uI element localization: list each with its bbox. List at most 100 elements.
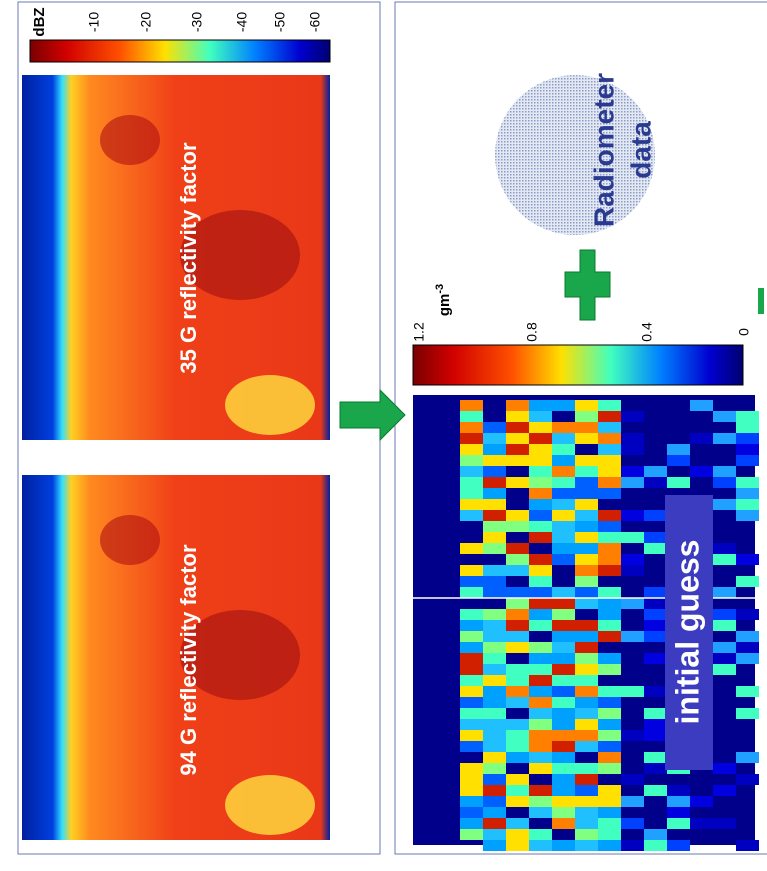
cell (506, 411, 529, 422)
cell (460, 664, 483, 675)
cell (598, 664, 621, 675)
cell (621, 631, 644, 642)
cell (529, 422, 552, 433)
map-94g (22, 475, 330, 840)
cell (529, 477, 552, 488)
cell (644, 752, 667, 763)
cell (598, 444, 621, 455)
cell (667, 796, 690, 807)
cell (483, 576, 506, 587)
cell (483, 840, 506, 851)
cell (552, 422, 575, 433)
cell (506, 741, 529, 752)
cell (506, 477, 529, 488)
cell (644, 686, 667, 697)
cell (460, 653, 483, 664)
cell (644, 609, 667, 620)
cell (736, 642, 759, 653)
cell (575, 741, 598, 752)
cell (575, 455, 598, 466)
cell (552, 763, 575, 774)
cell (575, 598, 598, 609)
cell (483, 664, 506, 675)
cell (529, 620, 552, 631)
cell (667, 807, 690, 818)
cell (644, 477, 667, 488)
cell (506, 422, 529, 433)
cell (483, 796, 506, 807)
cell (575, 499, 598, 510)
cell (506, 818, 529, 829)
cell (575, 785, 598, 796)
plus (564, 249, 611, 321)
cell (598, 565, 621, 576)
cell (529, 840, 552, 851)
label-box (665, 495, 713, 770)
cell (598, 708, 621, 719)
cell (483, 818, 506, 829)
cell (598, 433, 621, 444)
cell (552, 609, 575, 620)
cell (506, 796, 529, 807)
cell (529, 532, 552, 543)
cell (644, 785, 667, 796)
cell (644, 829, 667, 840)
colorbar-tick: -60 (307, 12, 323, 32)
cell (644, 587, 667, 598)
cell (552, 708, 575, 719)
cell (575, 730, 598, 741)
cell (529, 521, 552, 532)
cell (529, 466, 552, 477)
cell (621, 510, 644, 521)
cell (552, 796, 575, 807)
cell (506, 444, 529, 455)
cell (552, 521, 575, 532)
colorbar (29, 39, 331, 63)
cell (483, 785, 506, 796)
cell (529, 444, 552, 455)
cell (460, 455, 483, 466)
cell (575, 642, 598, 653)
cell (667, 785, 690, 796)
cell (529, 455, 552, 466)
cell (552, 620, 575, 631)
cell (529, 675, 552, 686)
cell (575, 807, 598, 818)
cell (575, 521, 598, 532)
cell (598, 730, 621, 741)
cell (460, 477, 483, 488)
cell (598, 653, 621, 664)
cell (529, 587, 552, 598)
cell (483, 455, 506, 466)
cell (713, 785, 736, 796)
unit: gm (436, 294, 453, 317)
cell (575, 400, 598, 411)
cell (552, 785, 575, 796)
cell (552, 444, 575, 455)
cell (506, 521, 529, 532)
cell (713, 642, 736, 653)
cell (598, 741, 621, 752)
cell (621, 411, 644, 422)
cell (483, 565, 506, 576)
cell (644, 532, 667, 543)
cell (460, 543, 483, 554)
cell (552, 719, 575, 730)
cell (575, 829, 598, 840)
cell (621, 477, 644, 488)
cell (598, 455, 621, 466)
cell (483, 543, 506, 554)
cell (644, 763, 667, 774)
cell (529, 488, 552, 499)
cell (713, 620, 736, 631)
cell (483, 620, 506, 631)
cell (552, 554, 575, 565)
cell (506, 774, 529, 785)
cell (690, 433, 713, 444)
cell (483, 488, 506, 499)
colorbar-tick: -40 (234, 12, 250, 32)
cell (460, 510, 483, 521)
cell (483, 521, 506, 532)
cell (575, 697, 598, 708)
cell (506, 543, 529, 554)
